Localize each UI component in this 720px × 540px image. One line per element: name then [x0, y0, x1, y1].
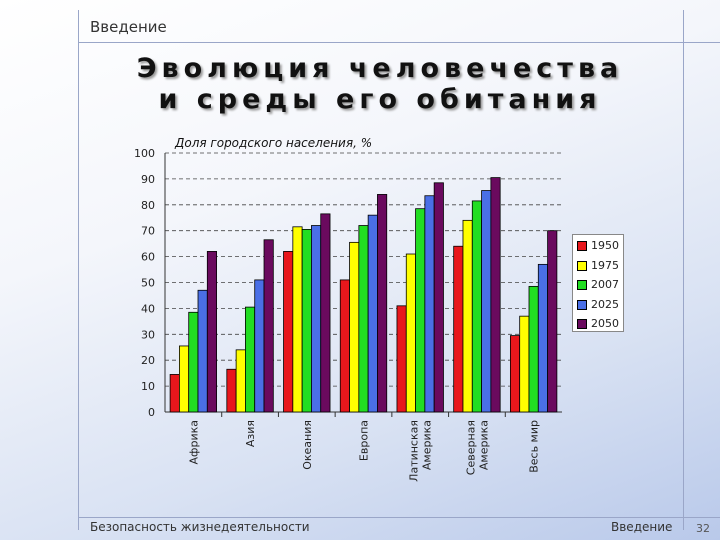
legend-swatch — [577, 241, 587, 251]
bar — [320, 213, 331, 413]
legend-swatch — [577, 299, 587, 310]
legend-item: 2025 — [577, 298, 619, 311]
bar — [197, 289, 208, 413]
y-tick-label: 70 — [141, 225, 155, 238]
legend-label: 1950 — [591, 239, 619, 252]
bottom-guide-line — [78, 517, 720, 518]
y-tick-label: 10 — [141, 380, 155, 393]
bar — [490, 177, 501, 413]
bar — [367, 214, 378, 413]
y-tick-label: 0 — [148, 406, 155, 419]
legend-swatch — [577, 319, 587, 329]
legend-label: 2025 — [591, 297, 619, 311]
x-tick-label: Северная — [464, 420, 477, 475]
bar — [245, 306, 256, 413]
bar — [179, 345, 190, 413]
bar — [433, 182, 444, 413]
bar — [188, 311, 199, 413]
bar — [405, 253, 416, 413]
legend-label: 2050 — [591, 317, 619, 330]
bar — [283, 251, 294, 413]
bar — [311, 225, 322, 413]
legend-item: 2007 — [577, 278, 619, 291]
bar — [349, 241, 360, 413]
bar — [547, 230, 558, 413]
legend-label: 1975 — [591, 258, 619, 272]
bar — [377, 194, 388, 413]
x-tick-label: Африка — [187, 420, 200, 464]
legend-item: 2050 — [577, 317, 619, 330]
slide-title-line-2: и среды его обитания — [158, 84, 602, 115]
y-tick-label: 20 — [141, 354, 155, 367]
legend-label: 2007 — [591, 278, 619, 291]
bar — [358, 225, 369, 413]
x-tick-label: Океания — [301, 420, 314, 470]
bar — [453, 245, 464, 413]
right-guide-line — [683, 10, 684, 530]
y-tick-label: 50 — [141, 277, 155, 290]
bar — [537, 263, 548, 413]
x-tick-label: Латинская — [408, 420, 421, 482]
bar — [396, 305, 407, 413]
bar — [263, 239, 274, 413]
bar — [462, 219, 473, 413]
chart-title: Доля городского населения, % — [174, 136, 372, 150]
y-tick-label: 30 — [141, 328, 155, 341]
bar — [226, 368, 237, 413]
bar — [471, 200, 482, 413]
bar — [339, 279, 350, 413]
section-label: Введение — [90, 18, 167, 36]
y-tick-label: 40 — [141, 302, 155, 315]
y-tick-label: 90 — [141, 173, 155, 186]
top-guide-line — [78, 42, 720, 43]
y-tick-label: 60 — [141, 251, 155, 264]
slide-title-line-1: Эволюция человечества — [136, 53, 624, 84]
x-tick-label: Европа — [358, 420, 371, 461]
legend-item: 1950 — [577, 239, 619, 252]
bar — [481, 190, 492, 413]
y-tick-label: 80 — [141, 199, 155, 212]
page-number: 32 — [696, 522, 710, 535]
bar — [292, 226, 303, 413]
bar — [169, 374, 180, 413]
legend-swatch — [577, 260, 587, 271]
footer-section-name: Введение — [611, 520, 673, 534]
bar — [519, 315, 530, 413]
bar — [528, 285, 539, 413]
bar — [206, 251, 218, 413]
x-tick-label: Америка — [421, 420, 434, 470]
x-tick-label: Америка — [477, 420, 490, 470]
bar — [509, 335, 521, 413]
x-tick-label: Весь мир — [528, 420, 541, 473]
legend-swatch — [577, 280, 587, 290]
bar — [424, 195, 435, 413]
bar — [301, 229, 312, 413]
bar — [254, 279, 265, 413]
chart-legend: 1950 1975 2007 2025 2050 — [572, 234, 624, 332]
x-tick-label: Азия — [244, 420, 257, 447]
bar — [235, 349, 246, 413]
footer-course-name: Безопасность жизнедеятельности — [90, 520, 310, 534]
bar — [415, 208, 426, 413]
legend-item: 1975 — [577, 259, 619, 272]
y-tick-label: 100 — [134, 147, 155, 160]
left-guide-line — [78, 10, 79, 530]
